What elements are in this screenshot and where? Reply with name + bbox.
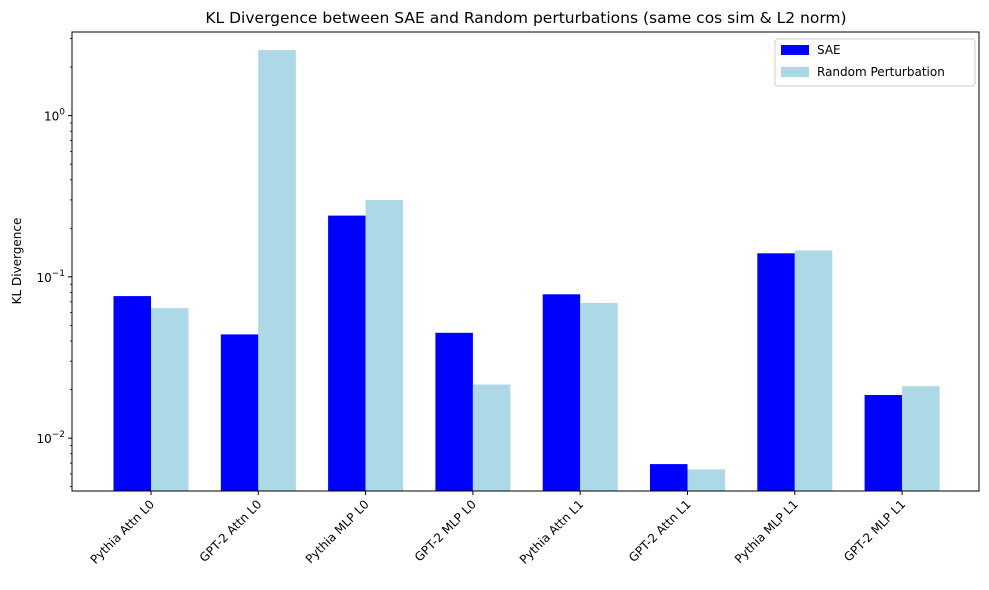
x-tick-label: GPT-2 Attn L0 (197, 497, 265, 565)
bar-random-perturbation-gpt-2-attn-l1 (687, 469, 725, 491)
x-tick-label: Pythia MLP L0 (303, 497, 372, 566)
x-tick-label: GPT-2 Attn L1 (626, 497, 694, 565)
legend-label-sae: SAE (817, 43, 841, 57)
bar-random-perturbation-pythia-attn-l1 (580, 302, 618, 491)
y-tick-label: 100 (44, 108, 65, 124)
y-ticks: 10−2 10−1 100 (36, 38, 72, 488)
bar-sae-gpt-2-mlp-l1 (864, 395, 903, 491)
bar-sae-pythia-attn-l0 (113, 296, 151, 491)
y-tick-label: 10−1 (36, 269, 65, 285)
x-tick-label: Pythia Attn L0 (88, 497, 158, 567)
x-tick-label: GPT-2 MLP L0 (412, 497, 479, 564)
legend: SAE Random Perturbation (774, 38, 976, 87)
bar-sae-gpt-2-mlp-l0 (435, 332, 473, 491)
plot-frame (71, 31, 980, 492)
bar-sae-gpt-2-attn-l1 (650, 464, 688, 491)
legend-box (774, 38, 976, 87)
bar-sae-pythia-mlp-l1 (757, 253, 795, 491)
bar-random-perturbation-pythia-attn-l0 (151, 308, 189, 491)
bar-random-perturbation-gpt-2-mlp-l0 (472, 384, 511, 491)
bar-random-perturbation-gpt-2-attn-l0 (258, 50, 296, 491)
chart-title: KL Divergence between SAE and Random per… (205, 9, 846, 27)
x-tick-label: GPT-2 MLP L1 (841, 497, 908, 564)
bar-random-perturbation-pythia-mlp-l1 (794, 250, 833, 491)
legend-swatch-sae (781, 45, 809, 55)
legend-label-random-perturbation: Random Perturbation (817, 65, 945, 79)
bar-sae-gpt-2-attn-l0 (220, 334, 259, 491)
x-tick-label: Pythia Attn L1 (517, 497, 587, 567)
x-tick-label: Pythia MLP L1 (732, 497, 801, 566)
x-ticks: Pythia Attn L0 GPT-2 Attn L0 Pythia MLP L0… (88, 491, 908, 567)
legend-swatch-random-perturbation (781, 67, 809, 77)
bar-random-perturbation-pythia-mlp-l0 (365, 199, 404, 491)
bar-sae-pythia-attn-l1 (542, 294, 581, 491)
bars-group (113, 50, 940, 491)
bar-random-perturbation-gpt-2-mlp-l1 (902, 386, 940, 491)
y-axis-label: KL Divergence (10, 218, 24, 305)
y-tick-label: 10−2 (36, 430, 65, 446)
bar-sae-pythia-mlp-l0 (328, 215, 366, 491)
